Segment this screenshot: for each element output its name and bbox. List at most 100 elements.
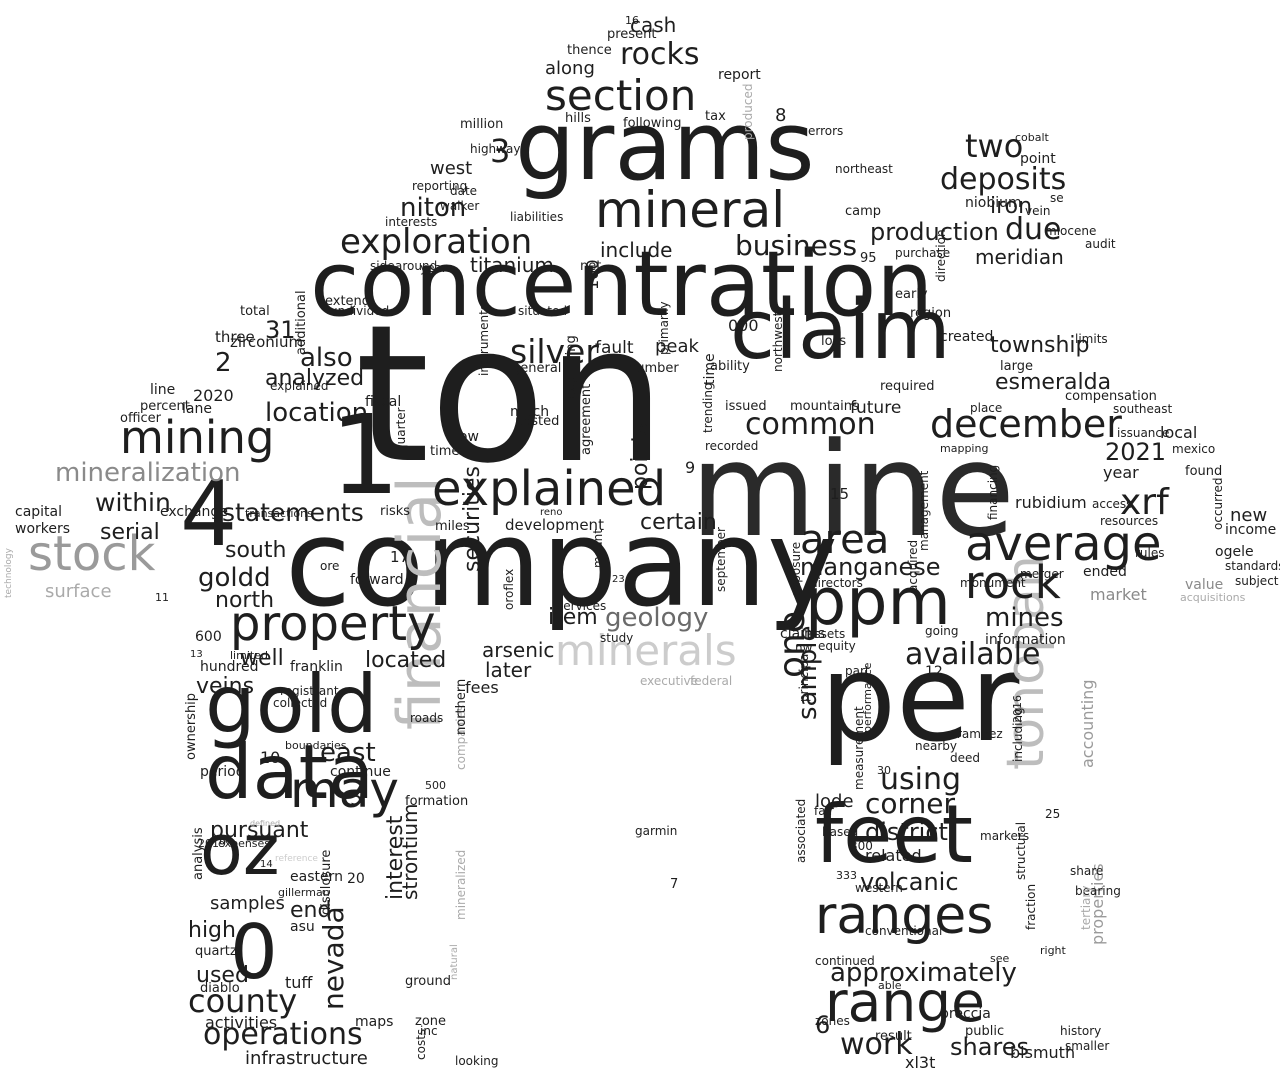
word-exchange-127: exchange bbox=[160, 504, 228, 520]
word-average-21: average bbox=[965, 516, 1162, 572]
word-000-266: 000 bbox=[728, 316, 759, 335]
word-south-85: south bbox=[225, 538, 287, 563]
word-95-268: 95 bbox=[860, 251, 877, 266]
word-roads-240: roads bbox=[410, 711, 444, 725]
word-study-213: study bbox=[600, 631, 634, 645]
word-14-276: 14 bbox=[260, 859, 273, 870]
word-instruments-318: instruments bbox=[477, 303, 491, 376]
word-reno-281: reno bbox=[540, 507, 563, 518]
word-mine-1: mine bbox=[690, 414, 1016, 566]
word-titanium-83: titanium bbox=[470, 253, 554, 277]
word-ground-135: ground bbox=[405, 974, 451, 989]
word-walker-166: walker bbox=[440, 199, 480, 213]
word-surface-118: surface bbox=[45, 581, 112, 602]
word-financing-311: financing bbox=[986, 464, 1000, 520]
word-formation-136: formation bbox=[405, 794, 469, 809]
word-pursuant-92: pursuant bbox=[210, 818, 309, 843]
word-history-234: history bbox=[1060, 1024, 1102, 1038]
word-situated-173: situated bbox=[518, 304, 567, 318]
word-ppm-14: ppm bbox=[805, 565, 951, 640]
word-mapping-203: mapping bbox=[940, 442, 989, 455]
word-much-142: much bbox=[510, 404, 550, 420]
word-area-30: area bbox=[800, 517, 890, 563]
word-income-111: income bbox=[1225, 522, 1277, 538]
word-primarily-314: primarily bbox=[657, 301, 671, 355]
word-date-164: date bbox=[450, 184, 478, 198]
word-line-149: line bbox=[150, 382, 176, 398]
word-township-68: township bbox=[990, 333, 1090, 358]
word-exposure-302: exposure bbox=[789, 541, 803, 597]
word-eastern-236: eastern bbox=[290, 869, 343, 885]
word-limited-237: limited bbox=[230, 649, 268, 662]
word-production-65: production bbox=[870, 218, 999, 246]
word-deposits-35: deposits bbox=[940, 162, 1067, 197]
word-location-41: location bbox=[265, 398, 369, 428]
word-disclosure-298: disclosure bbox=[319, 849, 334, 915]
word-natural-291: natural bbox=[449, 944, 460, 980]
word-zirconium-126: zirconium bbox=[230, 333, 304, 351]
word-mountains-178: mountains bbox=[790, 399, 859, 414]
word-niobium-190: niobium bbox=[965, 195, 1022, 211]
word-reference-282: reference bbox=[275, 854, 318, 864]
word-access-207: access bbox=[1092, 497, 1133, 511]
word-ownership-296: ownership bbox=[184, 692, 199, 760]
word-number-175: number bbox=[628, 361, 679, 376]
word-property-22: property bbox=[230, 596, 436, 652]
word-15-262: 15 bbox=[830, 485, 850, 503]
word-7-279: 7 bbox=[670, 877, 679, 892]
word-defined-283: defined bbox=[250, 819, 281, 828]
word-december-28: december bbox=[930, 402, 1122, 446]
word-thence-161: thence bbox=[567, 43, 612, 58]
word-total-153: total bbox=[240, 304, 270, 319]
word-500-273: 500 bbox=[425, 779, 446, 792]
word-workers-129: workers bbox=[15, 521, 71, 537]
word-explained-20: explained bbox=[432, 461, 667, 517]
word-development-125: development bbox=[505, 516, 604, 534]
word-extend-154: extend bbox=[325, 294, 371, 309]
word-accounting-117: accounting bbox=[1078, 679, 1097, 768]
word-bismuth-99: bismuth bbox=[1010, 1043, 1076, 1062]
word-statements-42: statements bbox=[222, 498, 364, 527]
word-executive-284: executive bbox=[640, 674, 699, 688]
word-issuance-201: issuance bbox=[1117, 426, 1170, 440]
word-shares-54: shares bbox=[950, 1033, 1030, 1061]
word-compensation-184: compensation bbox=[1065, 389, 1157, 404]
word-mineralized-289: mineralized bbox=[454, 849, 468, 920]
word-asu-246: asu bbox=[290, 919, 315, 935]
word-along-120: along bbox=[545, 58, 595, 79]
word-costs-319: costs bbox=[414, 1028, 428, 1060]
word-meridian-67: meridian bbox=[975, 245, 1064, 269]
word-25-269: 25 bbox=[1045, 807, 1061, 821]
word-conventional-226: conventional bbox=[865, 924, 943, 938]
word-september-301: september bbox=[714, 527, 728, 592]
word-approximately-48: approximately bbox=[830, 958, 1017, 988]
word-11-274: 11 bbox=[155, 591, 169, 604]
word-per-3: per bbox=[820, 630, 1020, 769]
word-see-230: see bbox=[990, 952, 1010, 965]
word-samples-93: samples bbox=[210, 893, 285, 914]
word-information-104: information bbox=[985, 632, 1066, 648]
word-hills-157: hills bbox=[565, 111, 591, 126]
word-31-254: 31 bbox=[265, 316, 296, 344]
word-oroflex-299: oroflex bbox=[502, 568, 516, 610]
word-large-183: large bbox=[1000, 359, 1033, 374]
word-rubidium-106: rubidium bbox=[1015, 493, 1087, 512]
word-value-114: value bbox=[1185, 577, 1224, 593]
word-fiscal-144: fiscal bbox=[365, 394, 402, 410]
word-grams-5: grams bbox=[515, 92, 815, 202]
word-expenses-242: expenses bbox=[218, 837, 271, 850]
word-100-265: 100 bbox=[583, 259, 602, 290]
word-2-255: 2 bbox=[215, 348, 232, 378]
word-low-145: low bbox=[455, 429, 479, 445]
word-transactions-250: transactions bbox=[245, 507, 313, 520]
word-using-39: using bbox=[880, 762, 962, 797]
word-geology-50: geology bbox=[605, 603, 709, 633]
word-future-122: future bbox=[850, 398, 902, 418]
word-strontium-84: strontium bbox=[398, 803, 422, 900]
word-agreement-141: agreement bbox=[579, 383, 594, 455]
word-veins-74: veins bbox=[196, 674, 255, 699]
word-miocene-193: miocene bbox=[1045, 224, 1097, 238]
word-highway-163: highway bbox=[470, 142, 521, 156]
word-million-156: million bbox=[460, 117, 504, 132]
word-east-59: east bbox=[320, 738, 376, 768]
